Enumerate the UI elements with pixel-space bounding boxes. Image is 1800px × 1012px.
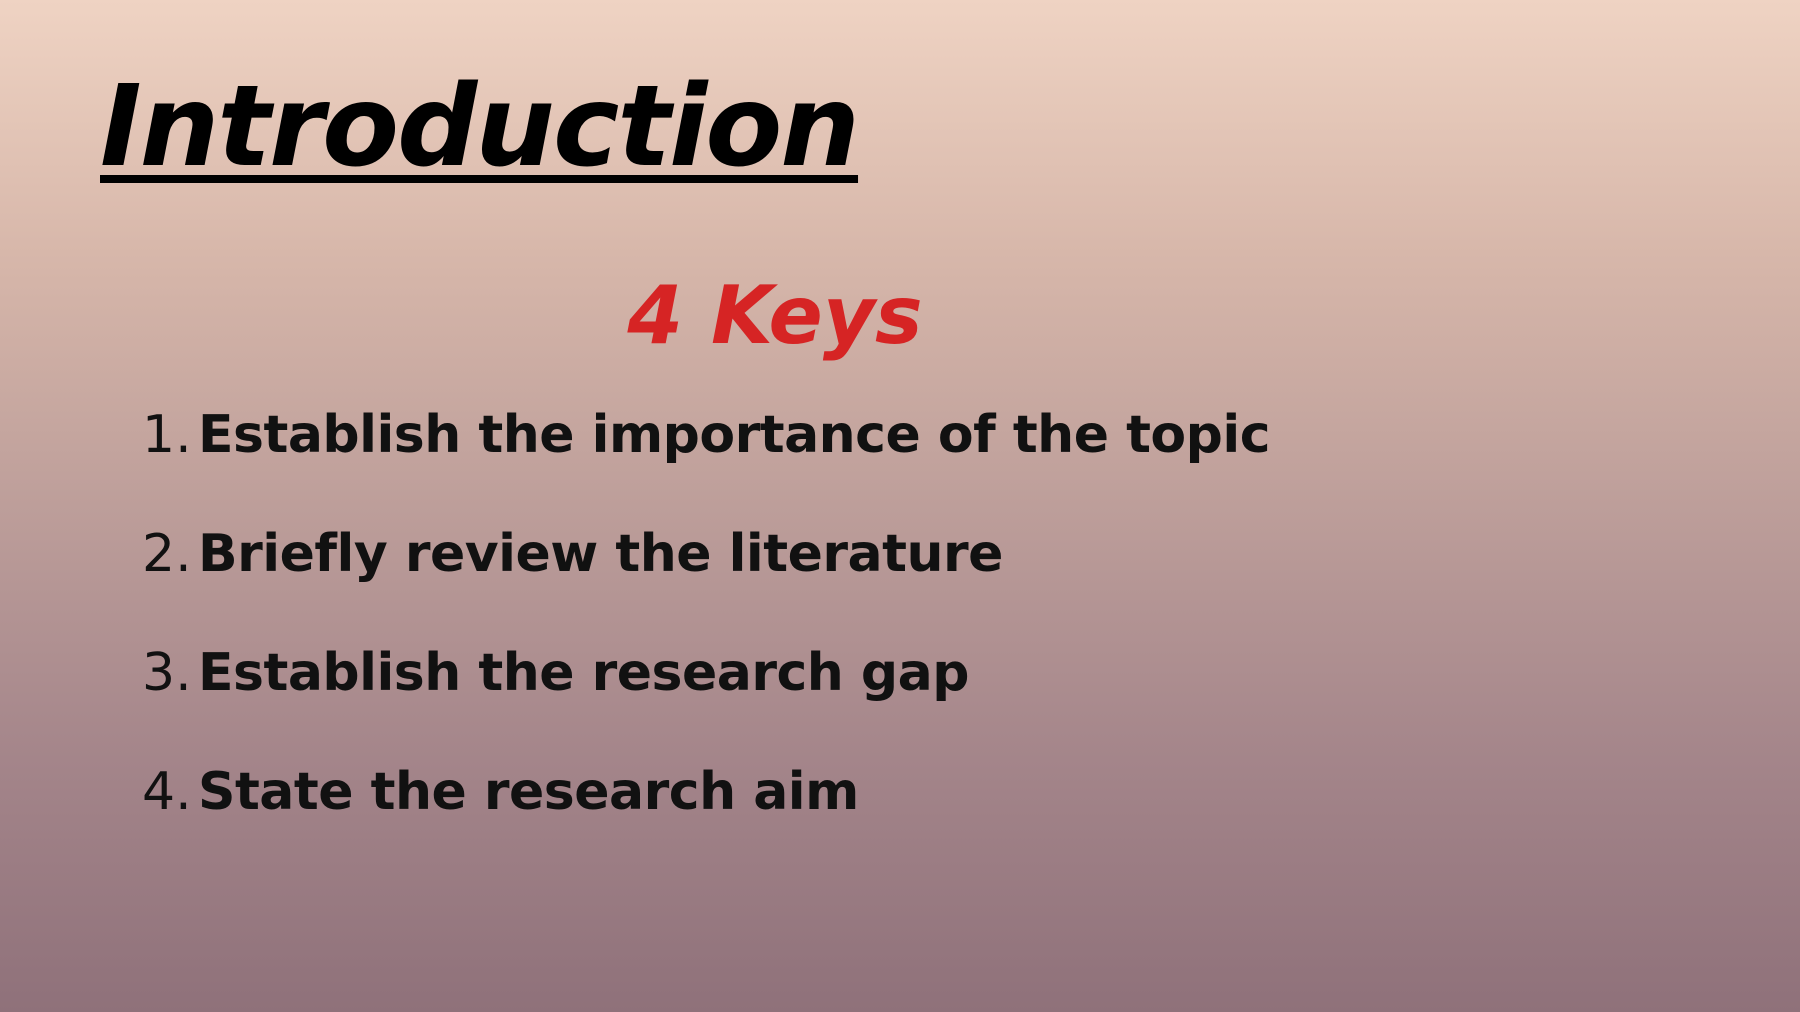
list-item: 3. Establish the research gap — [142, 643, 1270, 762]
slide-subtitle: 4 Keys — [627, 269, 923, 362]
list-item: 4. State the research aim — [142, 762, 1270, 881]
list-item: 2. Briefly review the literature — [142, 524, 1270, 643]
list-item-text: State the research aim — [198, 762, 859, 822]
keys-list: 1. Establish the importance of the topic… — [142, 405, 1271, 881]
list-item-number: 2. — [142, 524, 192, 584]
slide-title: Introduction — [100, 62, 860, 192]
list-item: 1. Establish the importance of the topic — [142, 405, 1271, 524]
list-item-text: Briefly review the literature — [198, 524, 1003, 584]
list-item-number: 4. — [142, 762, 192, 822]
list-item-text: Establish the research gap — [198, 643, 969, 703]
list-item-text: Establish the importance of the topic — [198, 405, 1271, 465]
list-item-number: 3. — [142, 643, 192, 703]
list-item-number: 1. — [142, 405, 192, 465]
